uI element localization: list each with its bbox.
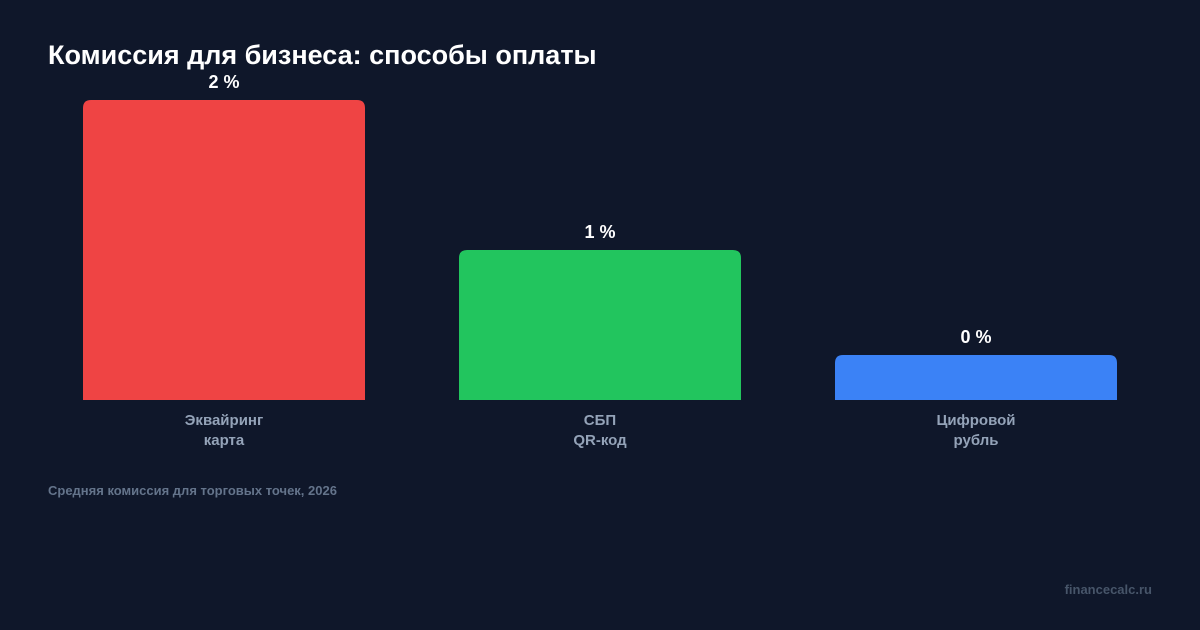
bar bbox=[459, 250, 741, 400]
category-label: карта bbox=[204, 432, 245, 449]
category-label: QR-код bbox=[573, 432, 627, 449]
bar-value-label: 0 % bbox=[960, 327, 991, 347]
bar bbox=[83, 100, 365, 400]
bar bbox=[835, 355, 1117, 400]
category-label: СБП bbox=[584, 412, 616, 429]
chart-title: Комиссия для бизнеса: способы оплаты bbox=[48, 40, 597, 70]
category-label: Цифровой bbox=[936, 412, 1015, 429]
bar-value-label: 2 % bbox=[208, 72, 239, 92]
bar-value-label: 1 % bbox=[584, 222, 615, 242]
brand-watermark: financecalc.ru bbox=[1064, 582, 1152, 597]
category-label: рубль bbox=[954, 432, 999, 449]
footnote: Средняя комиссия для торговых точек, 202… bbox=[48, 483, 337, 498]
category-label: Эквайринг bbox=[185, 412, 263, 429]
